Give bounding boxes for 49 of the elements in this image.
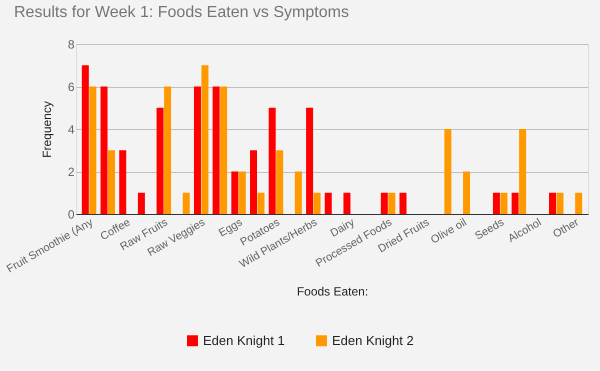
bar — [500, 192, 508, 214]
bar — [164, 86, 172, 214]
bar — [238, 172, 246, 214]
bar — [268, 108, 276, 214]
bar — [380, 192, 388, 214]
bar — [512, 192, 519, 214]
bar — [575, 192, 582, 214]
bar — [463, 172, 470, 214]
bar — [100, 86, 108, 214]
bar — [201, 65, 208, 214]
bar — [231, 172, 238, 214]
bar — [220, 86, 228, 214]
legend-label: Eden Knight 1 — [203, 332, 285, 348]
chart-title: Results for Week 1: Foods Eaten vs Symptoms — [14, 4, 349, 21]
bar — [212, 86, 220, 214]
bar — [519, 129, 526, 214]
y-tick-label: 2 — [68, 165, 75, 179]
bar — [82, 65, 89, 214]
bar — [294, 172, 302, 214]
y-axis-title: Frequency — [40, 101, 54, 158]
bar — [156, 108, 164, 214]
bar — [108, 150, 116, 214]
bar — [388, 192, 396, 214]
bar — [400, 192, 407, 214]
y-tick-label: 8 — [68, 38, 75, 52]
x-tick-label: Olive oil — [428, 216, 469, 246]
bar — [182, 192, 190, 214]
bar — [324, 192, 332, 214]
bar — [492, 192, 500, 214]
bar — [138, 192, 145, 214]
x-tick-label: Dairy — [328, 216, 358, 240]
bar — [194, 86, 201, 214]
legend-label: Eden Knight 2 — [332, 332, 414, 348]
bar — [257, 192, 264, 214]
y-tick-label: 6 — [68, 80, 75, 94]
y-tick-label: 0 — [68, 208, 75, 222]
y-tick-label: 4 — [68, 122, 75, 136]
bar — [119, 150, 126, 214]
bar — [276, 150, 284, 214]
x-tick-label: Other — [551, 216, 582, 241]
x-axis-title: Foods Eaten: — [296, 284, 368, 299]
bar — [444, 129, 452, 214]
bar — [548, 192, 556, 214]
bar — [89, 86, 96, 214]
bar — [250, 150, 258, 214]
bar — [556, 192, 564, 214]
bar — [314, 192, 321, 214]
bar — [343, 192, 350, 214]
bar — [306, 108, 314, 214]
